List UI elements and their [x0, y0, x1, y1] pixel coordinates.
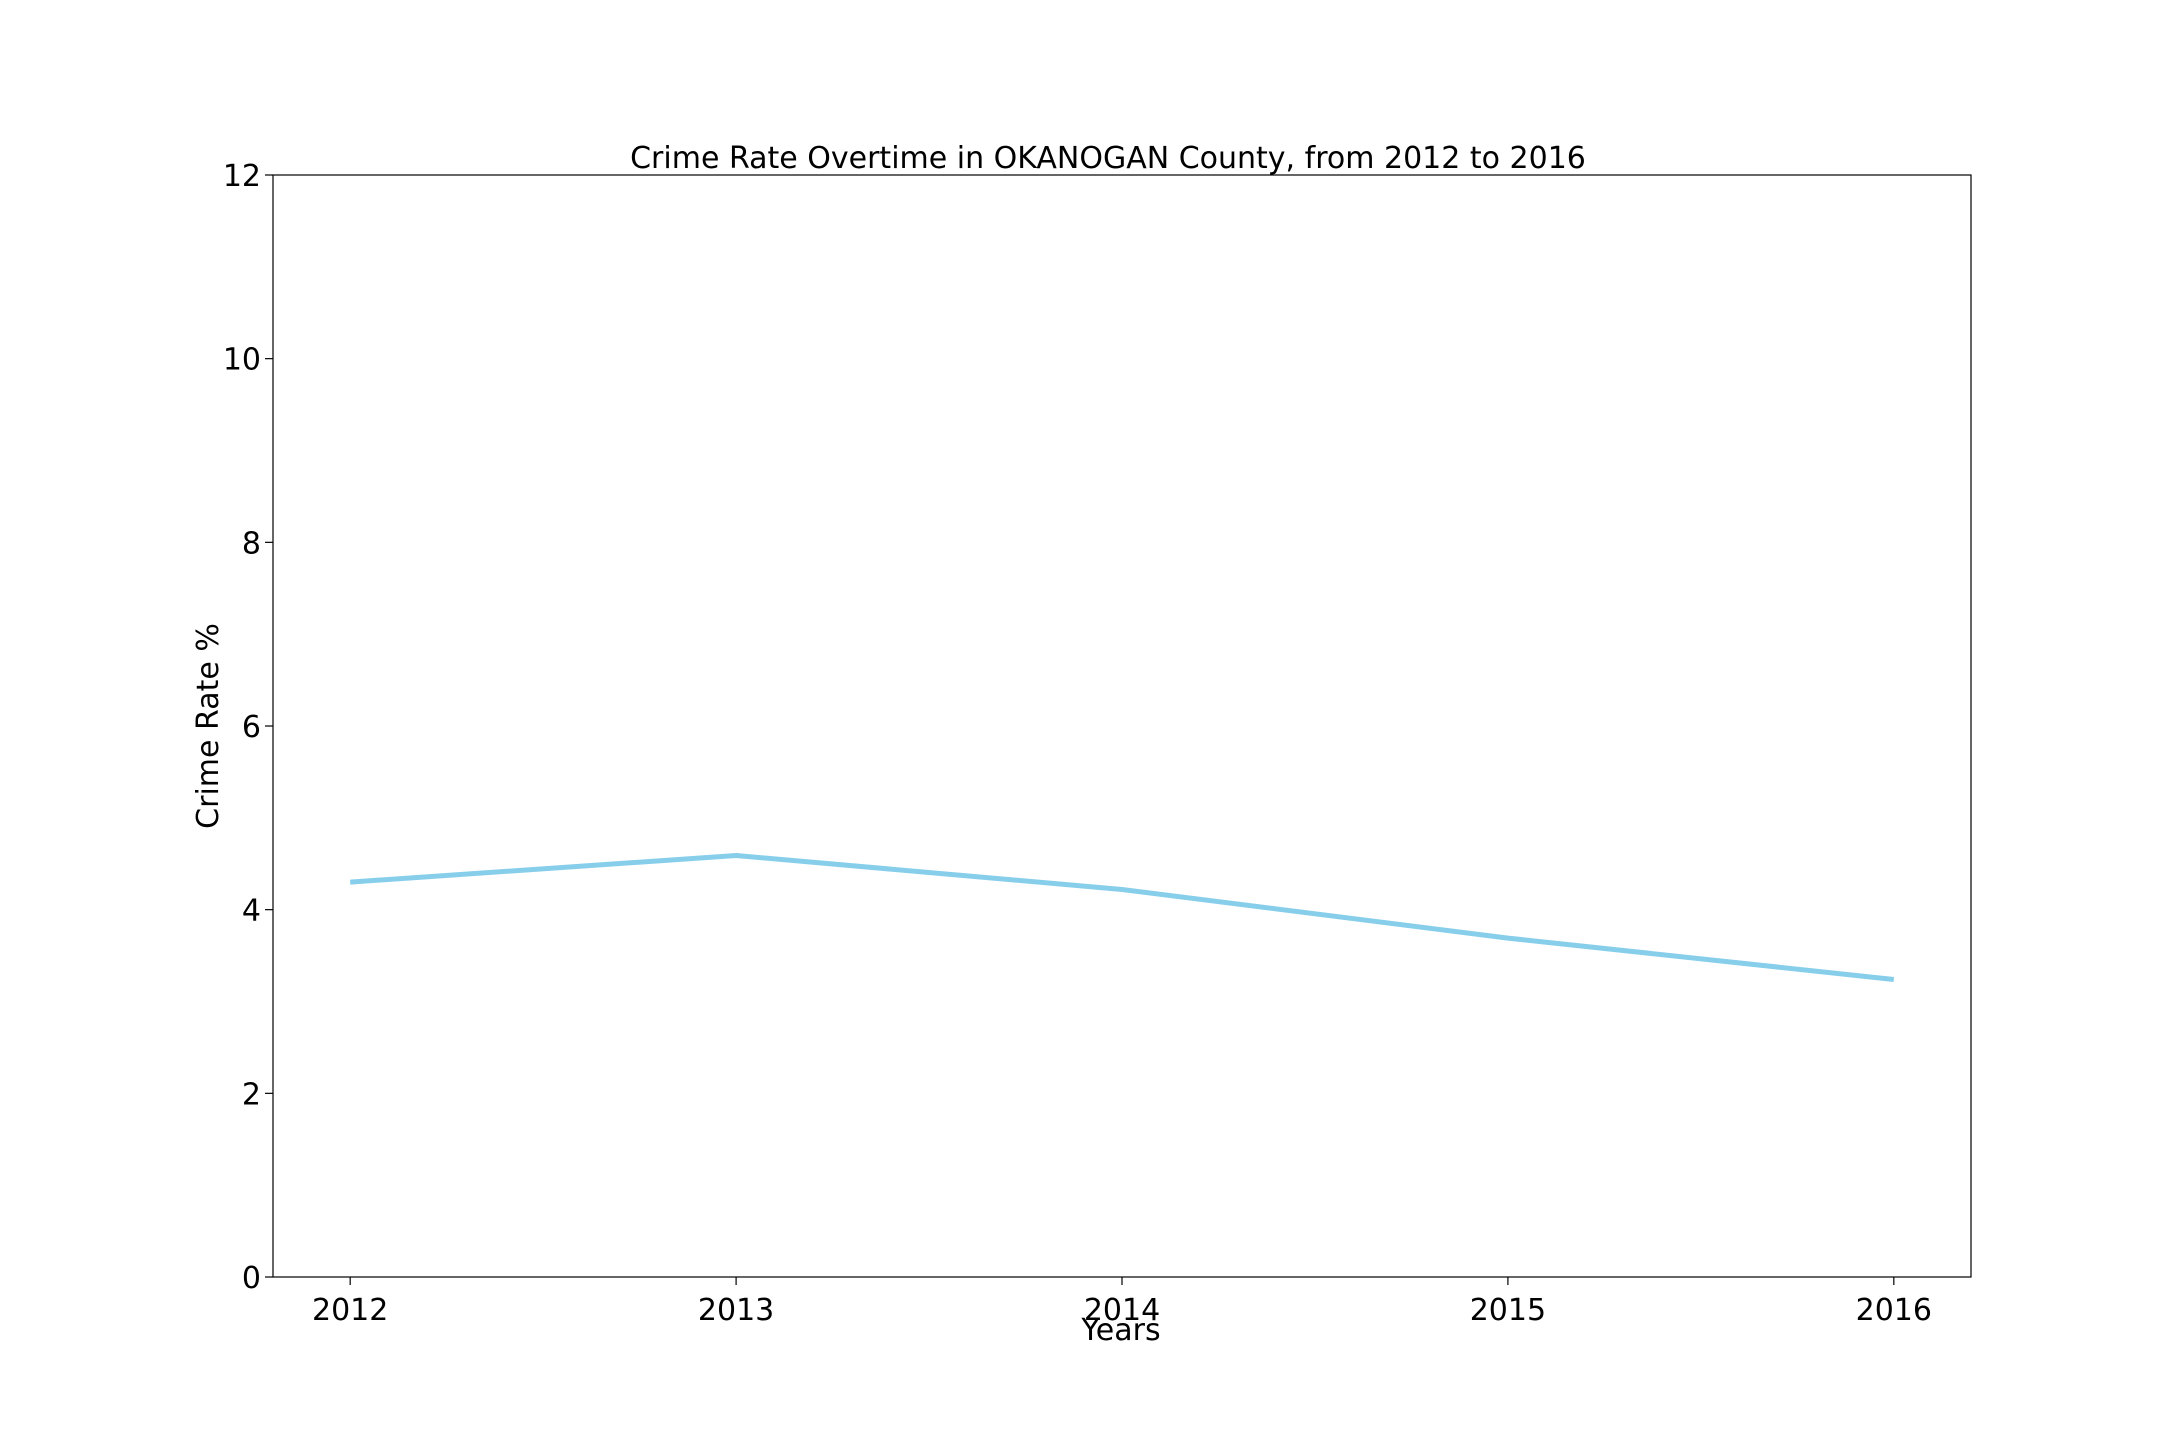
series-layer [350, 853, 1895, 982]
y-tick-label: 6 [242, 710, 261, 745]
x-tick-label: 2016 [1856, 1293, 1932, 1328]
y-tick-label: 10 [223, 343, 261, 378]
x-tick-label: 2015 [1470, 1293, 1546, 1328]
x-tick-label: 2014 [1084, 1293, 1160, 1328]
y-tick-label: 0 [242, 1261, 261, 1296]
x-tick-label: 2012 [312, 1293, 388, 1328]
chart-title: Crime Rate Overtime in OKANOGAN County, … [630, 141, 1586, 176]
x-tick-label: 2013 [698, 1293, 774, 1328]
y-axis: 0 2 4 6 8 10 12 [223, 159, 273, 1296]
x-axis: 2012 2013 2014 2015 2016 [312, 1277, 1932, 1328]
y-axis-label: Crime Rate % [191, 623, 226, 829]
y-tick-label: 2 [242, 1077, 261, 1112]
plot-frame [272, 174, 1972, 1278]
plot-area [272, 174, 1972, 1278]
y-tick-label: 8 [242, 526, 261, 561]
y-tick-label: 12 [223, 159, 261, 194]
y-tick-label: 4 [242, 894, 261, 929]
x-axis-label: Years [1080, 1313, 1160, 1348]
series-line [350, 853, 1895, 982]
